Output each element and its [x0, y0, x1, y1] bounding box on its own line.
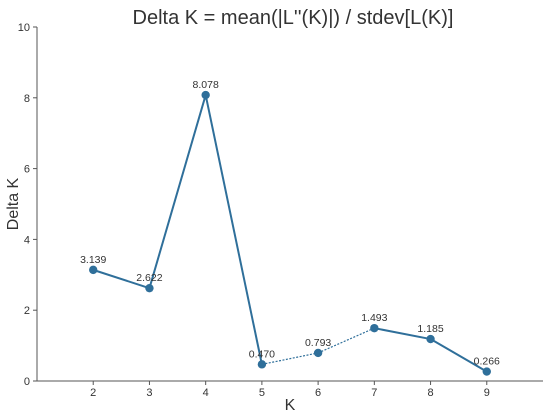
data-point[interactable]	[426, 334, 435, 344]
x-tick-label: 4	[203, 387, 209, 399]
x-tick-label: 5	[259, 387, 265, 399]
data-labels: 3.139 2.622 8.078 0.470 0.793 1.493 1.185 0.266	[80, 79, 500, 368]
data-point[interactable]	[370, 323, 379, 333]
x-axis-label: K	[285, 397, 296, 414]
data-label: 3.139	[80, 254, 106, 266]
series-segment	[92, 268, 150, 290]
x-tick-label: 2	[90, 387, 96, 399]
x-tick-label: 8	[427, 387, 433, 399]
y-tick-label: 0	[24, 376, 30, 388]
x-tick-label: 7	[371, 387, 377, 399]
data-point[interactable]	[89, 265, 98, 275]
y-tick-label: 4	[24, 234, 30, 246]
y-axis-label: Delta K	[5, 177, 22, 230]
data-label: 2.622	[136, 272, 162, 284]
data-label: 8.078	[193, 79, 219, 91]
data-point[interactable]	[257, 360, 267, 369]
series-segment	[204, 94, 263, 365]
chart-title: Delta K = mean(|L''(K)|) / stdev[L(K)]	[133, 7, 454, 29]
series-segment	[374, 327, 431, 341]
y-tick-label: 2	[24, 305, 30, 317]
series-segment	[261, 352, 319, 365]
series-segment	[430, 338, 488, 373]
x-tick-label: 3	[146, 387, 152, 399]
y-tick-label: 6	[24, 164, 30, 176]
series-group	[89, 90, 491, 376]
data-point[interactable]	[313, 348, 323, 358]
x-tick-label: 6	[315, 387, 321, 399]
y-tick-label: 8	[24, 93, 30, 105]
y-tick-label: 10	[18, 22, 30, 34]
series-segment	[148, 94, 207, 289]
data-label: 0.793	[305, 337, 331, 349]
data-point[interactable]	[145, 283, 154, 293]
x-tick-label: 9	[484, 387, 490, 399]
data-point[interactable]	[201, 90, 210, 100]
data-label: 0.266	[474, 356, 500, 368]
data-point[interactable]	[482, 367, 491, 376]
data-label: 1.185	[417, 323, 443, 335]
data-label: 0.470	[249, 348, 275, 360]
axes: 2 3 4 5 6 7 8 9 0 2 4 6 8 10	[18, 22, 543, 399]
data-label: 1.493	[361, 312, 387, 324]
